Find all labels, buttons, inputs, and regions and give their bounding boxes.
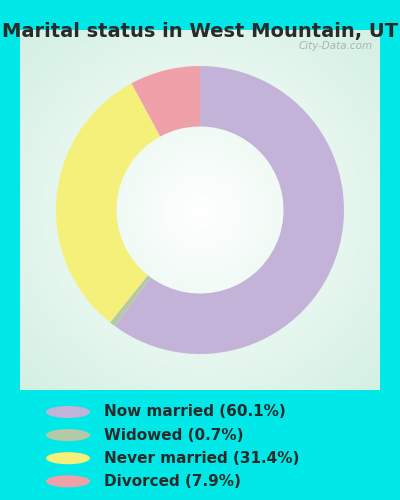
Circle shape bbox=[46, 475, 90, 488]
Circle shape bbox=[46, 452, 90, 464]
Circle shape bbox=[46, 406, 90, 418]
Wedge shape bbox=[110, 275, 151, 326]
Circle shape bbox=[46, 429, 90, 441]
Text: Never married (31.4%): Never married (31.4%) bbox=[104, 450, 299, 466]
Wedge shape bbox=[132, 66, 200, 136]
Text: Marital status in West Mountain, UT: Marital status in West Mountain, UT bbox=[2, 22, 398, 40]
Wedge shape bbox=[115, 66, 344, 354]
Text: Widowed (0.7%): Widowed (0.7%) bbox=[104, 428, 244, 442]
Text: Divorced (7.9%): Divorced (7.9%) bbox=[104, 474, 241, 489]
Wedge shape bbox=[56, 84, 160, 322]
Text: Now married (60.1%): Now married (60.1%) bbox=[104, 404, 286, 419]
Text: City-Data.com: City-Data.com bbox=[299, 41, 373, 51]
